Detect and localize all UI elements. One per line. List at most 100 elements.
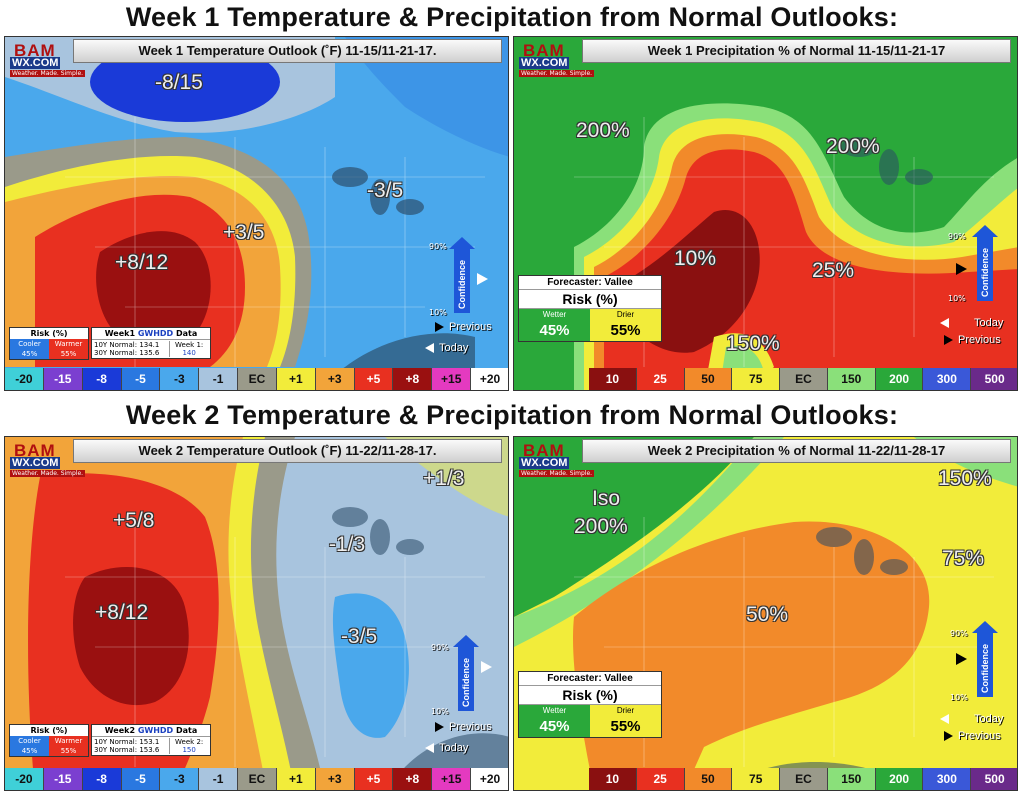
legend-cell: -1: [199, 768, 239, 790]
risk-cooler-label: Cooler: [10, 736, 49, 746]
confidence-arrow-icon: [972, 225, 998, 237]
back-triangle-icon: [425, 343, 434, 354]
previous-button[interactable]: Previous: [435, 321, 492, 333]
map-value-label: 150%: [938, 467, 992, 490]
today-button[interactable]: Today: [940, 317, 1003, 329]
today-label: Today: [974, 317, 1004, 329]
confidence-label: Confidence: [980, 643, 990, 693]
logo-text: BAM: [14, 41, 56, 60]
legend-cell: -1: [199, 368, 239, 390]
confidence-meter: Confidence: [972, 621, 998, 697]
gwhdd-title: Week2 GWHDD Data: [92, 725, 210, 737]
today-button[interactable]: Today: [425, 742, 468, 754]
legend-cell: 50: [684, 368, 733, 390]
map-value-label: -8/15: [155, 71, 203, 94]
gwhdd-title-brand: GWHDD: [137, 726, 174, 735]
forecaster-name: Forecaster: Vallee: [519, 672, 661, 686]
previous-button[interactable]: Previous: [944, 730, 1001, 742]
previous-button[interactable]: Previous: [435, 721, 492, 733]
gwhdd-week: Week 1: 140: [169, 341, 208, 357]
risk-warmer-percent: 55%: [49, 349, 88, 359]
gwhdd-week-label: Week 1:: [175, 341, 204, 349]
week2-precipitation-map: BAM WX.COM Weather. Made. Simple. Week 2…: [513, 436, 1018, 791]
gwhdd-normals: 10Y Normal: 134.1 30Y Normal: 135.6: [94, 341, 169, 357]
legend-cell: 150: [827, 768, 876, 790]
risk-wetter-label: Wetter: [519, 309, 590, 320]
legend-cell: +8: [393, 368, 433, 390]
legend-cell: 25: [636, 768, 685, 790]
logo-text: BAM: [523, 441, 565, 460]
legend-cell: EC: [238, 368, 277, 390]
confidence-pointer-icon: [477, 273, 488, 285]
back-triangle-icon: [940, 714, 949, 725]
gwhdd-30y-normal: 30Y Normal: 135.6: [94, 349, 160, 357]
previous-label: Previous: [958, 730, 1001, 742]
risk-title: Risk (%): [519, 290, 661, 309]
map-value-label: -1/3: [329, 533, 366, 556]
logo-tagline: Weather. Made. Simple.: [10, 470, 86, 477]
logo-tagline: Weather. Made. Simple.: [10, 70, 86, 77]
legend-cell: -15: [43, 768, 83, 790]
temperature-legend-bar: -20 -15 -8 -5 -3 -1 EC +1 +3 +5 +8 +15 +20: [5, 768, 508, 790]
legend-cell: +8: [393, 768, 433, 790]
logo-text: BAM: [14, 441, 56, 460]
confidence-low-label: 10%: [431, 707, 449, 716]
week1-section-title: Week 1 Temperature & Precipitation from …: [125, 2, 899, 32]
bamwx-logo: BAM WX.COM Weather. Made. Simple.: [8, 439, 86, 479]
gwhdd-data-box: Week1 GWHDD Data 10Y Normal: 134.1 30Y No…: [91, 327, 211, 359]
today-button[interactable]: Today: [425, 342, 468, 354]
confidence-meter: Confidence: [449, 237, 475, 313]
risk-cooler-percent: 45%: [10, 746, 49, 756]
legend-cell: +15: [432, 768, 472, 790]
week1-temperature-map: BAM WX.COM Weather. Made. Simple. Week 1…: [4, 36, 509, 391]
back-triangle-icon: [425, 743, 434, 754]
previous-label: Previous: [449, 321, 492, 333]
legend-cell: 500: [971, 368, 1017, 390]
confidence-low-label: 10%: [948, 294, 966, 303]
map-value-label: 200%: [826, 135, 880, 158]
gwhdd-title-week: Week2: [104, 726, 136, 735]
bamwx-logo: BAM WX.COM Weather. Made. Simple.: [517, 439, 595, 479]
panel-header: Week 1 Temperature Outlook (˚F) 11-15/11…: [73, 39, 502, 63]
gwhdd-title-brand: GWHDD: [137, 329, 174, 338]
map-value-label: 200%: [576, 119, 630, 142]
confidence-high-label: 90%: [431, 643, 449, 652]
today-button[interactable]: Today: [940, 713, 1003, 725]
today-label: Today: [974, 713, 1004, 725]
confidence-high-label: 90%: [429, 242, 447, 251]
today-label: Today: [439, 342, 469, 354]
confidence-low-label: 10%: [429, 308, 447, 317]
logo-tagline: Weather. Made. Simple.: [519, 70, 595, 77]
gwhdd-week: Week 2: 150: [169, 738, 208, 754]
legend-cell: EC: [780, 368, 828, 390]
legend-cell: 10: [589, 768, 637, 790]
legend-cell: EC: [780, 768, 828, 790]
week2-section-title: Week 2 Temperature & Precipitation from …: [125, 400, 899, 430]
confidence-arrow-icon: [449, 237, 475, 249]
previous-button[interactable]: Previous: [944, 334, 1001, 346]
gwhdd-week-value: 150: [182, 746, 196, 754]
gwhdd-title-suffix: Data: [175, 329, 198, 338]
map-value-label: Iso: [592, 487, 621, 510]
legend-cell: +20: [471, 768, 508, 790]
today-label: Today: [439, 742, 469, 754]
gwhdd-title-week: Week1: [104, 329, 136, 338]
map-value-label: +8/12: [95, 601, 149, 624]
confidence-label: Confidence: [980, 247, 990, 297]
map-value-label: +1/3: [423, 467, 465, 490]
legend-cell: 50: [684, 768, 733, 790]
week1-precipitation-map: BAM WX.COM Weather. Made. Simple. Week 1…: [513, 36, 1018, 391]
week2-precipitation-map-graphic: [514, 437, 1017, 790]
risk-wetter-percent: 45%: [519, 320, 590, 341]
confidence-pointer-icon: [481, 661, 492, 673]
panel-header: Week 2 Precipitation % of Normal 11-22/1…: [582, 439, 1011, 463]
legend-cell: 200: [875, 368, 924, 390]
legend-cell: +3: [315, 768, 355, 790]
map-value-label: 25%: [812, 259, 855, 282]
legend-cell: 10: [589, 368, 637, 390]
risk-title: Risk (%): [30, 329, 68, 338]
forecaster-name: Forecaster: Vallee: [519, 276, 661, 290]
confidence-label: Confidence: [461, 657, 471, 707]
confidence-meter: Confidence: [453, 635, 479, 711]
risk-box: Risk (%) Cooler Warmer 45% 55%: [9, 327, 89, 360]
